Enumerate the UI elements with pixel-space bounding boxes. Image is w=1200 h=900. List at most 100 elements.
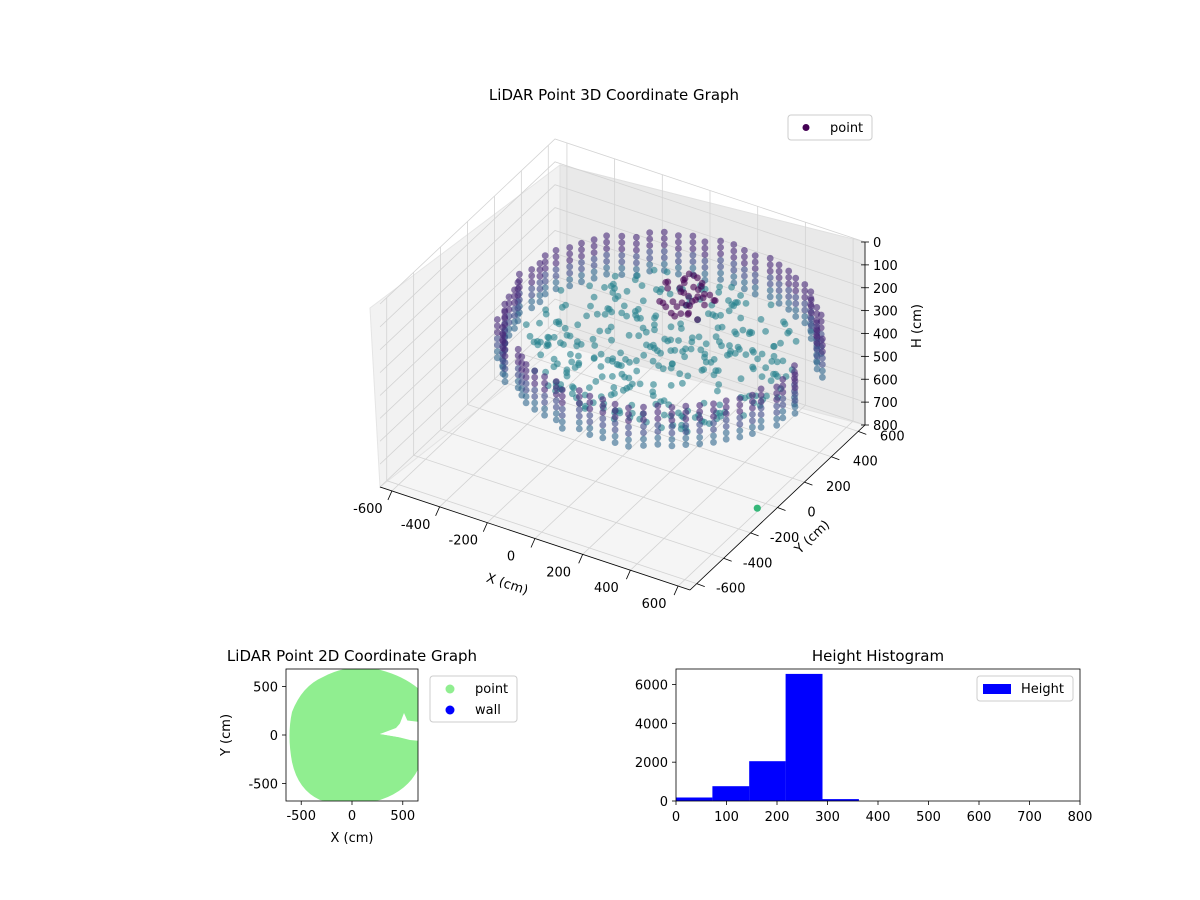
point-3d <box>779 414 787 422</box>
legend-hist-marker <box>983 684 1011 694</box>
point-3d <box>619 386 627 394</box>
z-tick-label-3d: 100 <box>873 259 898 274</box>
point-3d <box>586 384 593 391</box>
y-tick-mark-3d <box>858 430 867 435</box>
legend-2d-point-label: point <box>475 682 508 697</box>
point-3d <box>608 308 615 316</box>
point-3d <box>609 373 616 380</box>
point-3d <box>732 330 740 338</box>
point-3d <box>712 312 719 320</box>
point-3d <box>757 385 765 393</box>
point-3d <box>792 293 800 301</box>
point-3d <box>597 363 605 370</box>
point-3d <box>762 364 770 372</box>
point-3d <box>640 442 647 449</box>
point-3d <box>689 251 697 259</box>
point-3d <box>669 298 677 306</box>
point-3d <box>722 397 730 405</box>
point-3d <box>597 350 605 358</box>
point-3d <box>801 300 809 308</box>
point-3d <box>730 260 738 268</box>
point-3d <box>607 282 615 290</box>
point-3d <box>718 342 725 350</box>
z-axis-label-3d: H (cm) <box>910 304 925 348</box>
point-3d <box>494 316 501 323</box>
point-3d <box>785 286 793 294</box>
point-3d <box>651 326 658 334</box>
point-3d <box>618 239 626 247</box>
point-3d <box>522 361 530 368</box>
point-3d <box>668 404 676 411</box>
point-3d <box>625 442 632 450</box>
x-tick-label-2d: -500 <box>286 809 316 824</box>
point-3d <box>813 319 820 327</box>
point-3d <box>514 345 522 353</box>
point-3d <box>659 365 667 373</box>
point-3d <box>541 290 549 298</box>
point-3d <box>717 263 724 271</box>
point-3d <box>593 310 601 318</box>
point-3d <box>646 242 654 249</box>
point-3d <box>779 382 787 390</box>
point-3d <box>514 279 522 286</box>
point-3d <box>552 279 560 286</box>
histogram-bar <box>712 786 750 801</box>
point-3d <box>536 285 544 293</box>
point-3d <box>667 309 675 317</box>
point-3d <box>710 413 717 420</box>
point-3d <box>552 390 560 398</box>
point-3d <box>689 245 697 253</box>
x-tick-label-3d: -600 <box>353 502 383 517</box>
point-3d <box>550 363 558 371</box>
y-tick-label-2d: 0 <box>270 729 278 744</box>
point-3d <box>777 339 784 347</box>
point-3d <box>640 429 647 437</box>
z-ticks-3d: 0 100 200 300 400 500 600 700 800 <box>861 236 898 434</box>
point-3d <box>689 232 697 240</box>
point-3d <box>696 421 704 428</box>
point-3d <box>541 284 549 291</box>
point-3d <box>675 270 682 278</box>
point-3d <box>679 348 686 355</box>
point-3d <box>528 304 536 312</box>
point-3d <box>618 252 626 259</box>
point-3d <box>697 346 705 354</box>
point-3d <box>792 274 800 282</box>
point-3d <box>566 263 574 271</box>
point-3d <box>541 271 549 279</box>
point-3d <box>566 250 574 258</box>
point-3d <box>501 371 509 379</box>
point-3d <box>531 367 539 375</box>
point-3d <box>660 228 668 236</box>
point-3d <box>757 398 765 406</box>
point-3d <box>682 402 690 410</box>
point-3d <box>710 426 717 433</box>
point-3d <box>656 288 664 296</box>
point-3d <box>528 266 536 273</box>
point-3d <box>599 428 607 435</box>
point-3d <box>618 245 626 253</box>
point-3d <box>640 403 647 411</box>
point-3d <box>749 411 756 418</box>
point-3d <box>773 358 781 366</box>
point-3d <box>696 402 704 409</box>
point-3d <box>537 351 545 359</box>
point-3d <box>770 352 778 360</box>
point-3d <box>642 328 650 336</box>
point-3d <box>710 400 717 408</box>
point-3d <box>552 259 560 267</box>
point-3d <box>578 259 585 266</box>
point-3d <box>654 415 662 422</box>
point-3d <box>749 417 756 425</box>
point-3d <box>702 340 710 348</box>
point-3d <box>675 264 682 272</box>
point-3d <box>633 272 641 279</box>
point-3d <box>599 408 607 416</box>
point-3d <box>749 398 756 405</box>
point-3d <box>722 429 730 437</box>
point-3d <box>618 309 626 317</box>
point-3d <box>494 328 501 336</box>
point-3d <box>737 375 745 383</box>
point-3d <box>505 293 513 301</box>
